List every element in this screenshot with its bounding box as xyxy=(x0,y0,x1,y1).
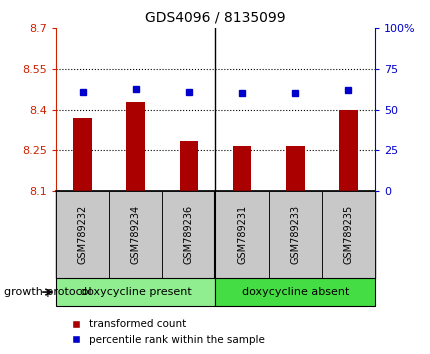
FancyBboxPatch shape xyxy=(321,191,374,278)
Bar xyxy=(338,110,357,191)
Bar xyxy=(73,118,92,191)
Text: GSM789232: GSM789232 xyxy=(77,205,87,264)
FancyBboxPatch shape xyxy=(215,278,374,306)
Text: GSM789235: GSM789235 xyxy=(343,205,353,264)
Legend: transformed count, percentile rank within the sample: transformed count, percentile rank withi… xyxy=(61,315,269,349)
FancyBboxPatch shape xyxy=(268,191,321,278)
Text: doxycycline absent: doxycycline absent xyxy=(241,287,348,297)
Bar xyxy=(179,141,198,191)
Text: GSM789234: GSM789234 xyxy=(130,205,141,264)
FancyBboxPatch shape xyxy=(56,191,109,278)
Bar xyxy=(232,146,251,191)
Text: GSM789236: GSM789236 xyxy=(184,205,194,264)
FancyBboxPatch shape xyxy=(215,191,268,278)
FancyBboxPatch shape xyxy=(56,278,215,306)
Bar xyxy=(285,146,304,191)
FancyBboxPatch shape xyxy=(109,191,162,278)
Bar xyxy=(126,102,145,191)
Text: doxycycline present: doxycycline present xyxy=(80,287,191,297)
Text: GSM789233: GSM789233 xyxy=(289,205,300,264)
Title: GDS4096 / 8135099: GDS4096 / 8135099 xyxy=(145,10,285,24)
Text: growth protocol: growth protocol xyxy=(4,287,92,297)
Text: GSM789231: GSM789231 xyxy=(237,205,246,264)
FancyBboxPatch shape xyxy=(162,191,215,278)
